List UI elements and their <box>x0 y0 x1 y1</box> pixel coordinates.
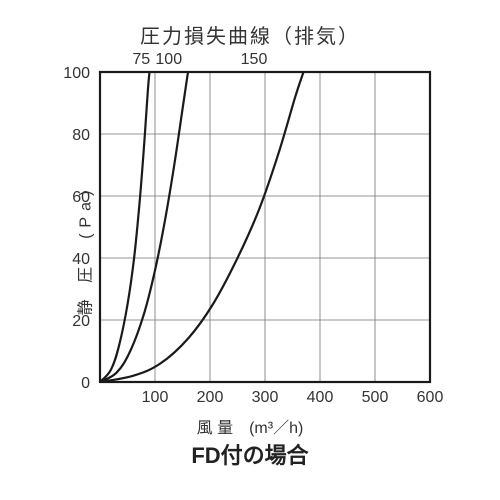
pressure-loss-chart: 圧力損失曲線（排気） 静 圧 (Pa) 100 200 300 400 500 600 0 2… <box>0 0 500 500</box>
series-curve <box>100 72 188 382</box>
x-axis-label: 風 量 (m³／h) <box>0 414 500 438</box>
x-tick-label: 600 <box>417 389 444 406</box>
y-tick-label: 0 <box>81 375 90 392</box>
y-axis-label: 静 圧 (Pa) <box>71 185 95 316</box>
y-tick-label: 80 <box>72 127 90 144</box>
x-tick-label: 400 <box>307 389 334 406</box>
chart-subtitle: FD付の場合 <box>0 438 500 470</box>
y-tick-label: 20 <box>72 313 90 330</box>
series-label: 150 <box>241 51 268 68</box>
series-curve <box>100 72 150 382</box>
x-tick-label: 500 <box>362 389 389 406</box>
x-tick-label: 200 <box>197 389 224 406</box>
x-tick-label: 300 <box>252 389 279 406</box>
chart-title: 圧力損失曲線（排気） <box>0 20 500 49</box>
series-curve <box>100 72 304 382</box>
series-label: 100 <box>155 51 182 68</box>
series-label: 75 <box>132 51 150 68</box>
y-tick-label: 100 <box>63 65 90 82</box>
x-tick-label: 100 <box>142 389 169 406</box>
